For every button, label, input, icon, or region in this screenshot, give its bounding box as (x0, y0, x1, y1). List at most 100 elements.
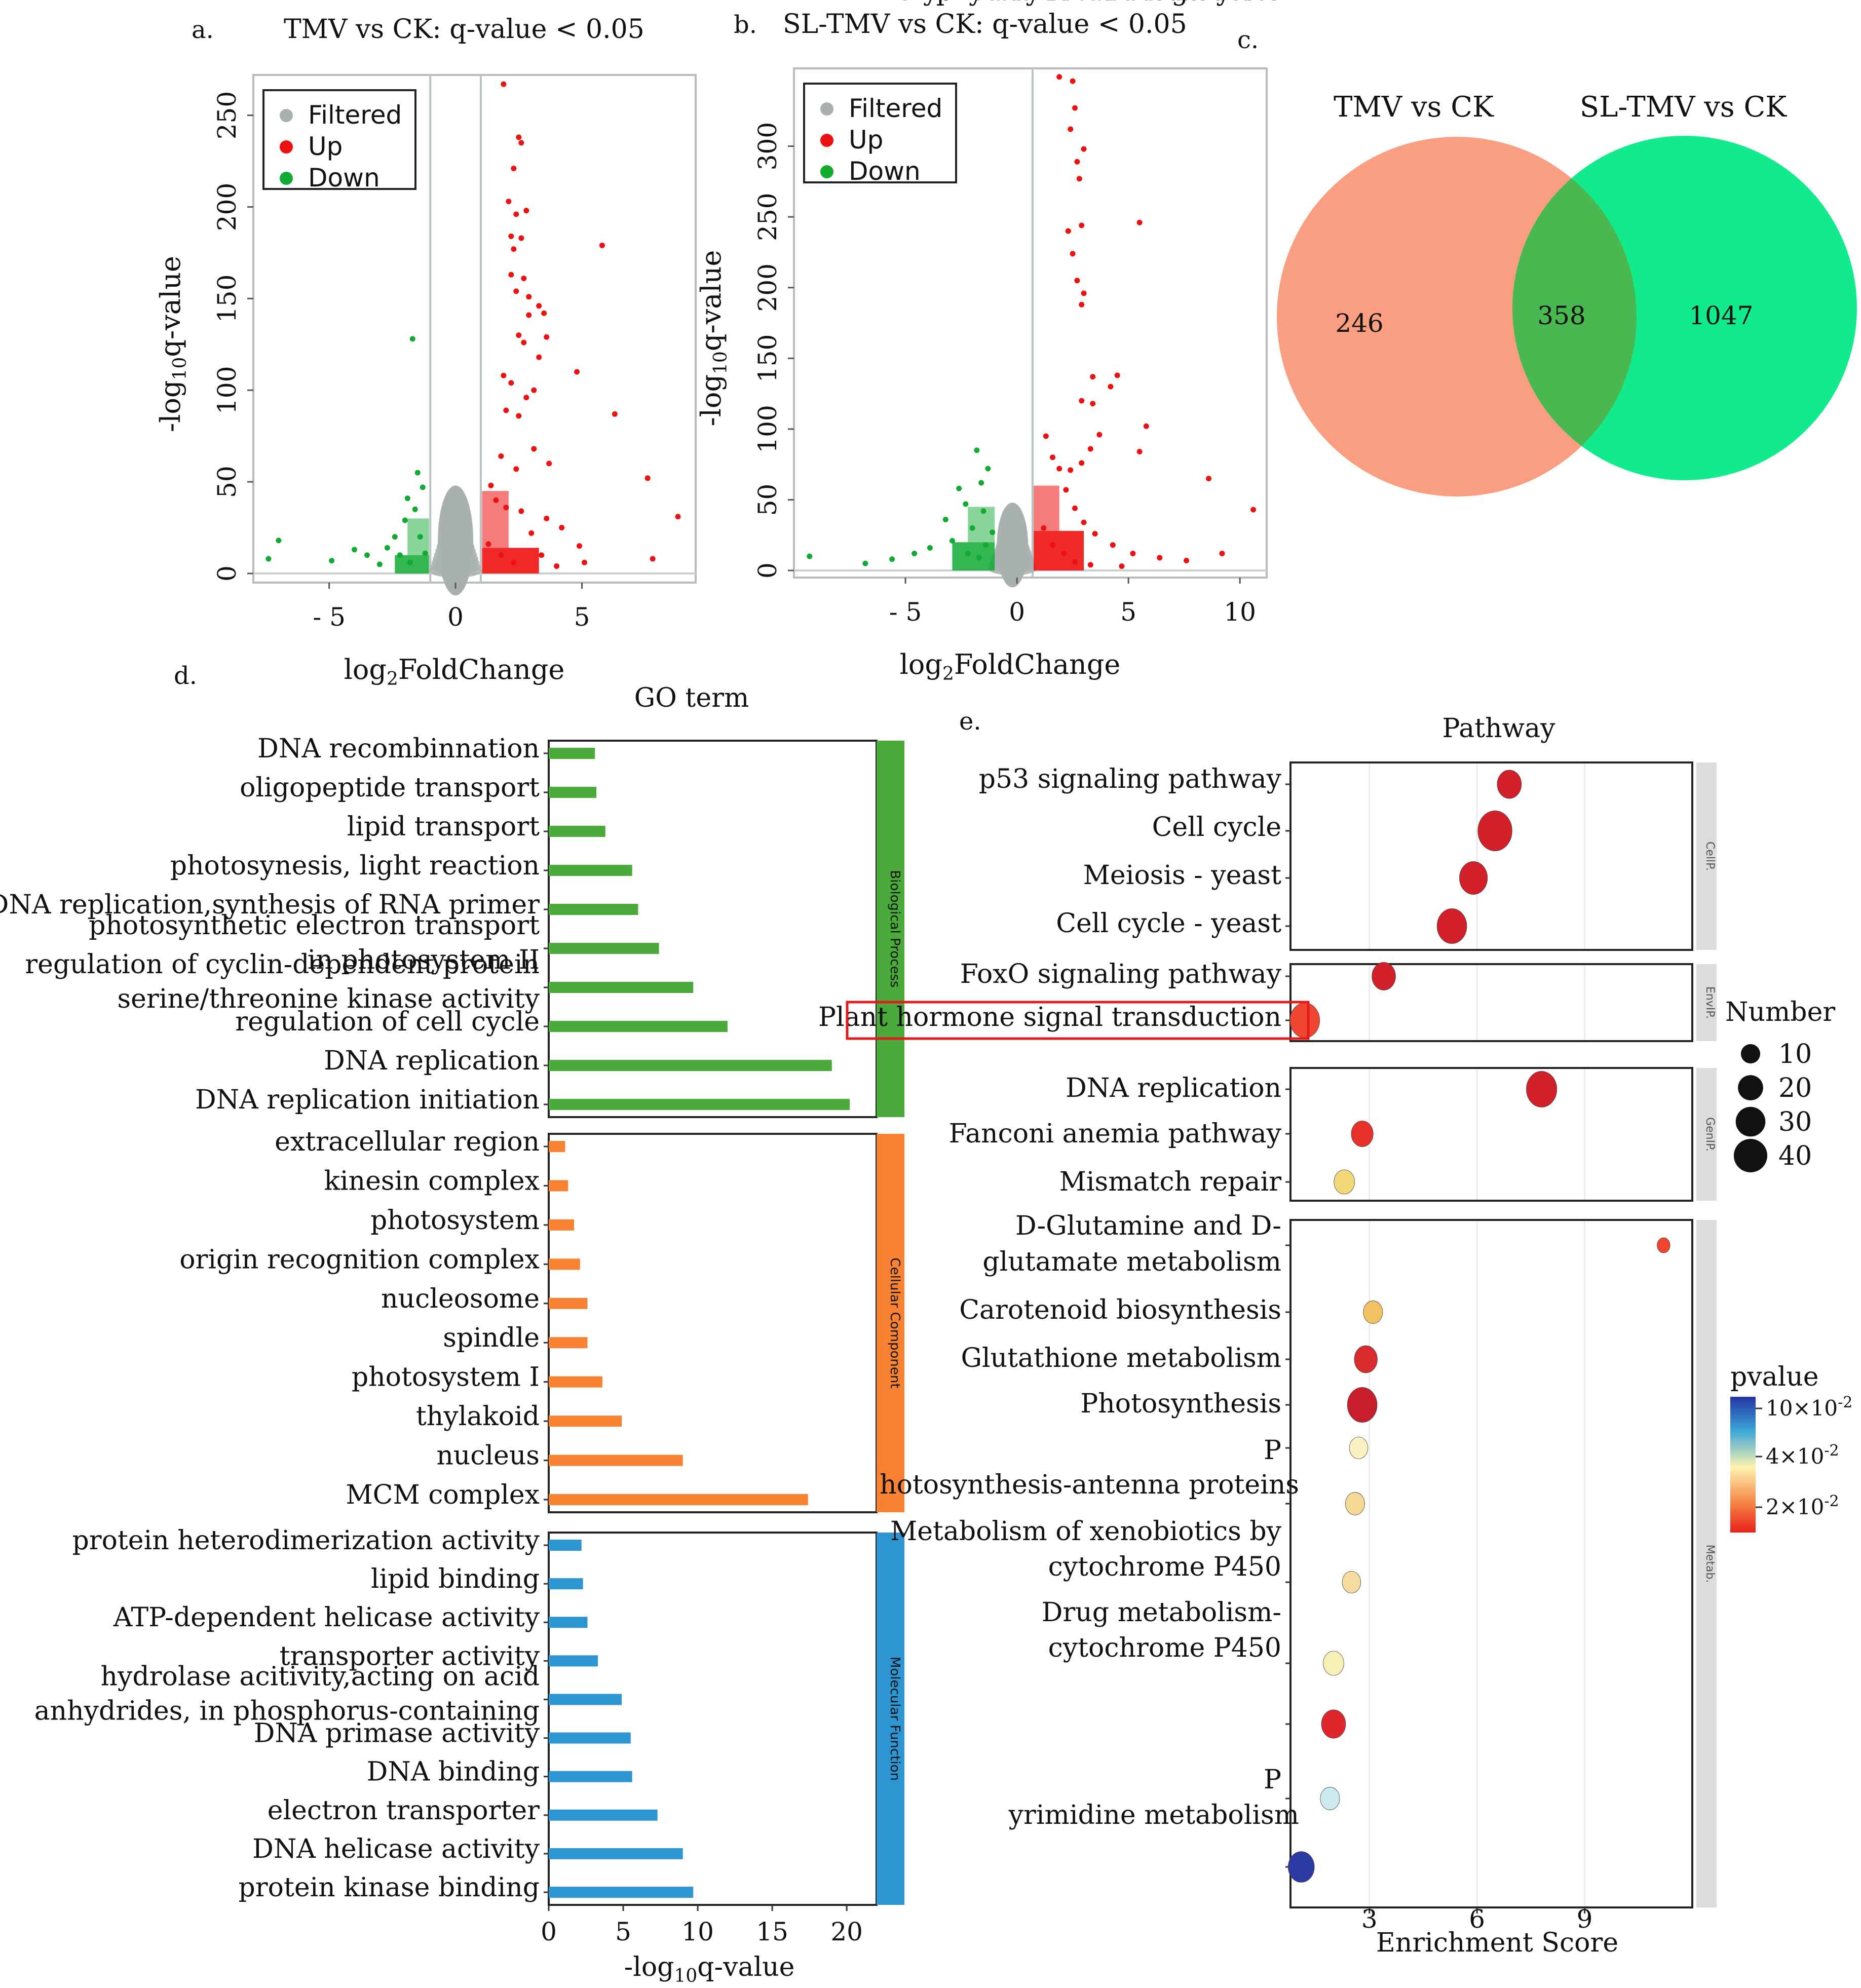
pathway-bubble (1459, 861, 1488, 895)
facet-strip (877, 741, 904, 1117)
up-point (1090, 374, 1096, 380)
pathway-label: Purine metabolism (1030, 0, 1281, 7)
y-tick-label: 100 (753, 405, 782, 453)
up-point (511, 246, 517, 252)
color-bar (1730, 1397, 1756, 1533)
pathway-label: Glutathione metabolism (961, 1343, 1281, 1373)
x-tick-label: 5 (574, 602, 590, 632)
pathway-label: Cell cycle - yeast (1056, 908, 1281, 939)
y-tick-label: 200 (753, 263, 782, 312)
go-facet-molecular-function: Molecular Function protein heterodimeriza… (34, 1525, 904, 1906)
pathway-label: Cell cycle (1152, 812, 1281, 843)
pathway-label: glutamate metabolism (982, 1247, 1281, 1277)
pathway-facet-genip: GenIP. DNA replication Fanconi anemia path… (949, 1067, 1717, 1202)
go-bar (549, 904, 638, 915)
go-bar (549, 943, 659, 954)
up-point (1184, 558, 1190, 563)
down-point (862, 560, 868, 566)
facet-strip (1696, 762, 1717, 950)
facet-panel (1289, 761, 1693, 951)
up-point (1061, 551, 1067, 557)
down-point (807, 553, 813, 559)
pathway-label: Carbon fixation in (1041, 0, 1281, 7)
go-bar (549, 1617, 588, 1628)
up-point (526, 294, 532, 300)
go-term-label: lipid transport (347, 812, 540, 842)
up-point (1065, 228, 1071, 234)
up-point (1157, 555, 1163, 561)
venn-count: 358 (1537, 301, 1585, 330)
up-point (488, 482, 494, 488)
up-point (612, 411, 618, 417)
go-term-label: protein heterodimerization activity (72, 1525, 540, 1556)
up-point (513, 288, 519, 294)
up-point (675, 514, 681, 520)
x-tick-label: 6 (1469, 1904, 1485, 1934)
x-axis-label: log2FoldChange (344, 654, 565, 690)
up-point (1076, 176, 1082, 182)
down-point (392, 534, 398, 540)
facet-strip (1696, 1068, 1717, 1201)
y-tick-label: 50 (212, 466, 242, 498)
go-term-label: electron transporter (268, 1795, 540, 1826)
up-point (1110, 542, 1116, 548)
down-point (911, 551, 918, 557)
up-point-cluster (482, 548, 539, 574)
facet-strip-label: Cellular Component (887, 1257, 902, 1388)
venn-set-label: SL-TMV vs CK (1580, 91, 1787, 124)
up-point (1074, 159, 1080, 165)
facet-strip-label: CellP. (1703, 842, 1716, 871)
facet-panel (1289, 963, 1693, 1042)
pathway-label: Photosynthesis (1080, 1389, 1281, 1419)
x-tick-label: 5 (615, 1917, 631, 1946)
legend-label: Down (308, 163, 380, 193)
legend-label: Filtered (308, 100, 402, 130)
go-term-label: MCM complex (346, 1480, 540, 1510)
down-point (402, 517, 408, 523)
pathway-label: Photosynthesis-antenna proteins (880, 1435, 1299, 1500)
up-point (503, 505, 509, 511)
up-point (503, 407, 509, 413)
color-legend-label: 4×10-2 (1766, 1442, 1839, 1469)
legend-label: Down (849, 157, 921, 186)
down-point-cluster (952, 542, 995, 571)
up-point (508, 272, 514, 278)
pathway-bubble (1320, 1787, 1340, 1810)
go-term-label: origin recognition complex (179, 1244, 540, 1275)
up-point (554, 563, 560, 569)
go-term-label: photosynthetic electron transport (89, 910, 540, 941)
go-bar (549, 1337, 588, 1349)
go-term-label: thylakoid (416, 1401, 540, 1432)
pathway-label: Glyoxylate and dicarboxylate (894, 0, 1281, 7)
up-point (501, 372, 507, 378)
down-point (352, 547, 358, 553)
up-point (1068, 467, 1074, 473)
go-term-label: anhydrides, in phosphorus-containing (34, 1696, 540, 1726)
go-term-label: ATP-dependent helicase activity (113, 1602, 540, 1633)
size-legend-label: 40 (1778, 1141, 1812, 1171)
chart-title: TMV vs CK: q-value < 0.05 (284, 14, 644, 45)
y-tick-label: 150 (753, 334, 782, 383)
up-point (1114, 372, 1120, 378)
up-point (650, 556, 656, 562)
facet-strip (877, 1134, 904, 1512)
up-point (1050, 454, 1056, 461)
go-bar (549, 1258, 580, 1270)
panel-label: c. (1237, 26, 1259, 54)
up-point (1079, 301, 1085, 308)
venn-diagram: TMV vs CK SL-TMV vs CK 246 358 1047 (1277, 91, 1857, 496)
go-term-label: serine/threonine kinase activity (117, 984, 540, 1014)
up-point (1143, 423, 1149, 429)
down-point (420, 484, 426, 490)
up-point (526, 312, 532, 318)
facet-panel (1289, 1219, 1693, 1908)
x-tick-label: 0 (447, 602, 464, 632)
facet-strip-label: GenIP. (1703, 1117, 1716, 1152)
go-bar (549, 1578, 583, 1590)
down-point (978, 480, 984, 486)
up-point (1074, 278, 1080, 284)
up-point (541, 310, 547, 316)
panel-label: b. (734, 11, 757, 39)
pathway-label: DNA replication (1066, 1073, 1281, 1103)
go-term-label: DNA primase activity (254, 1718, 540, 1749)
